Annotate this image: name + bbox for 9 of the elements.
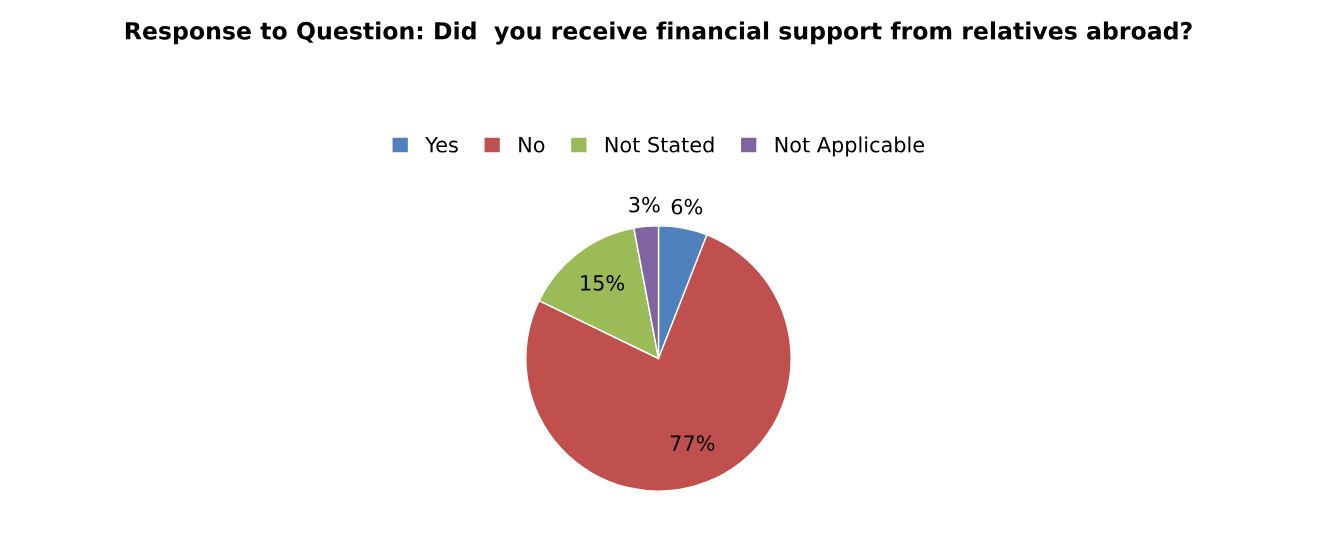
data-label: 77% [670, 435, 715, 451]
data-label: 6% [671, 198, 703, 215]
legend-label: No [519, 137, 545, 153]
legend-label: Not Applicable [775, 136, 925, 157]
legend-label: Yes [425, 137, 458, 153]
data-label: 3% [629, 196, 660, 213]
chart-title: Response to Question: Did you receive financial support from relatives abroad? [125, 21, 1192, 45]
legend-label: Not Stated [605, 136, 714, 153]
data-label: 15% [581, 274, 625, 291]
